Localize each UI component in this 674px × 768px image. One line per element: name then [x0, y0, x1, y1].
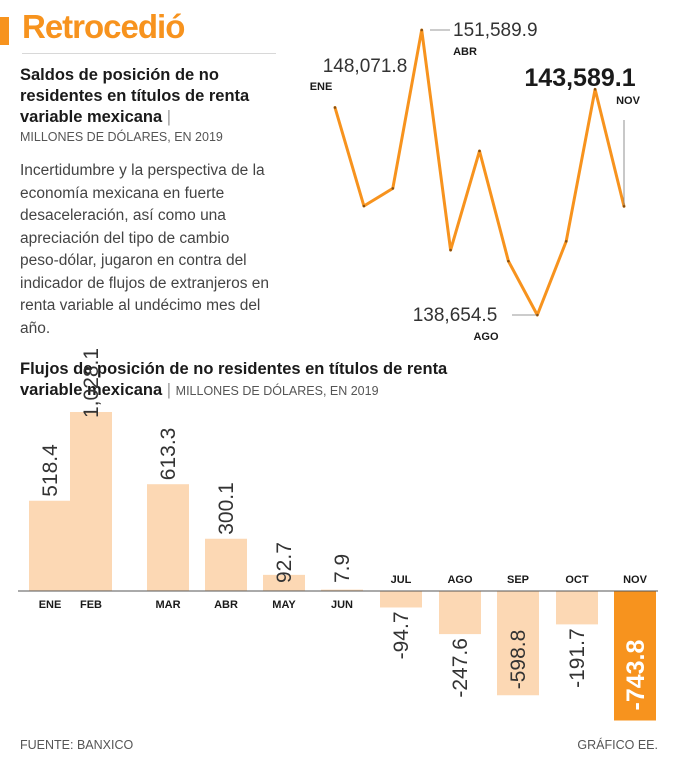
line-point-nov — [622, 204, 626, 208]
line-point-sep — [564, 239, 568, 243]
title-divider — [22, 53, 276, 54]
bar-value-label-ago: -247.6 — [449, 638, 472, 698]
bar-chart-subtitle-separator: | — [166, 381, 172, 399]
bar-value-label-abr: 300.1 — [215, 482, 238, 535]
line-point-jun — [478, 149, 481, 153]
bar-category-label-may: MAY — [272, 599, 296, 611]
bar-jun — [321, 589, 363, 591]
bar-category-label-mar: MAR — [155, 599, 180, 611]
line-point-feb — [362, 204, 366, 208]
bar-ago — [439, 591, 481, 635]
bar-value-label-oct: -191.7 — [566, 628, 589, 688]
line-month-label-ene: ENE — [310, 81, 333, 93]
title-accent-bar — [0, 17, 9, 45]
line-chart-subtitle: Saldos de posición de no residentes en t… — [20, 65, 282, 128]
bar-mar — [147, 484, 189, 591]
bar-category-label-oct: OCT — [565, 574, 589, 586]
line-point-mar — [391, 187, 395, 190]
bar-value-label-mar: 613.3 — [157, 428, 180, 481]
line-point-oct — [593, 87, 597, 91]
bar-value-label-jul: -94.7 — [390, 611, 413, 659]
bar-may — [263, 574, 305, 591]
bar-chart-subtitle-text: Flujos de posición de no residentes en t… — [20, 360, 448, 399]
source-note: FUENTE: BANXICO — [20, 738, 134, 752]
description-text: Incertidumbre y la perspectiva de la eco… — [20, 162, 270, 337]
bar-value-label-feb: 1,028.1 — [80, 348, 103, 418]
graphic-credit: GRÁFICO EE. — [577, 738, 658, 752]
line-series — [333, 28, 626, 317]
line-value-label-ene: 148,071.8 — [323, 56, 408, 77]
bar-value-label-jun: 7.9 — [331, 554, 354, 583]
line-point-abr — [420, 28, 424, 32]
line-chart-subtitle-separator: | — [166, 108, 172, 126]
line-point-ene — [333, 106, 337, 109]
line-chart-subtitle-text: Saldos de posición de no residentes en t… — [20, 66, 250, 126]
bar-chart-units: MILLONES DE DÓLARES, EN 2019 — [175, 384, 379, 398]
bar-jul — [380, 591, 422, 608]
bar-value-label-may: 92.7 — [273, 542, 296, 583]
line-month-label-nov: NOV — [616, 95, 641, 107]
line-value-label-ago: 138,654.5 — [413, 305, 498, 326]
bar-category-label-ago: AGO — [447, 574, 473, 586]
line-month-label-ago: AGO — [473, 331, 499, 343]
bar-category-label-nov: NOV — [623, 574, 648, 586]
line-chart-units: MILLONES DE DÓLARES, EN 2019 — [20, 130, 223, 144]
bar-category-label-ene: ENE — [39, 599, 62, 611]
line-point-ago — [536, 313, 539, 317]
bar-ene — [29, 500, 71, 591]
line-month-label-abr: ABR — [453, 46, 477, 58]
bar-chart-subtitle: Flujos de posición de no residentes en t… — [20, 359, 500, 402]
bar-sep — [497, 591, 539, 696]
bar-value-label-nov: -743.8 — [622, 640, 650, 711]
line-value-label-abr: 151,589.9 — [453, 20, 538, 41]
bar-value-label-ene: 518.4 — [39, 444, 62, 497]
line-value-label-nov: 143,589.1 — [524, 64, 635, 92]
bar-feb — [70, 412, 112, 591]
bar-category-label-jul: JUL — [391, 574, 412, 586]
bar-category-label-sep: SEP — [507, 574, 529, 586]
bar-category-label-abr: ABR — [214, 599, 238, 611]
bar-value-label-sep: -598.8 — [507, 630, 530, 690]
line-point-jul — [507, 259, 510, 263]
bar-oct — [556, 591, 598, 625]
bar-abr — [205, 538, 247, 591]
bar-category-label-jun: JUN — [331, 599, 353, 611]
bar-nov — [614, 591, 656, 721]
bar-category-label-feb: FEB — [80, 599, 102, 611]
line-point-may — [449, 248, 452, 252]
page-title: Retrocedió — [22, 8, 185, 45]
